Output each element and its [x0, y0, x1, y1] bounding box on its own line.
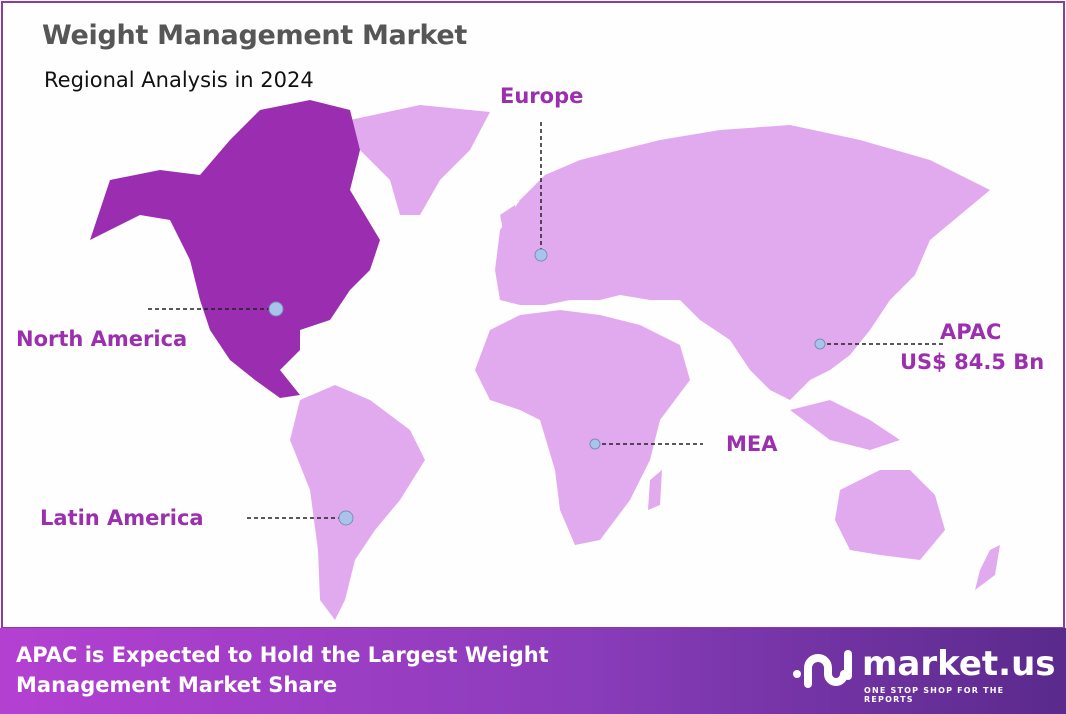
europe-asia — [495, 125, 990, 400]
footer-line-2: Management Market Share — [16, 673, 338, 697]
apac-marker — [814, 338, 826, 350]
market-us-logo: market.us ONE STOP SHOP FOR THE REPORTS — [792, 644, 1056, 704]
footer-banner: APAC is Expected to Hold the Largest Wei… — [0, 628, 1066, 714]
southeast-asia — [790, 400, 900, 450]
north-america-marker — [268, 301, 284, 317]
madagascar — [648, 470, 662, 510]
region-label-apac: APAC — [940, 320, 1002, 344]
logo-name: market.us — [862, 644, 1056, 684]
world-map — [90, 100, 1000, 620]
africa — [475, 310, 690, 545]
footer-line-1: APAC is Expected to Hold the Largest Wei… — [16, 643, 549, 667]
europe-marker — [534, 248, 548, 262]
greenland — [350, 105, 490, 215]
latin-america-marker — [338, 510, 354, 526]
region-label-europe: Europe — [500, 84, 584, 108]
australia — [835, 470, 945, 560]
footer-text: APAC is Expected to Hold the Largest Wei… — [16, 640, 549, 700]
mea-marker — [589, 438, 601, 450]
region-value-apac: US$ 84.5 Bn — [900, 350, 1045, 374]
north-america — [90, 100, 380, 398]
south-america — [290, 385, 425, 620]
new-zealand — [975, 545, 1000, 590]
uk — [500, 205, 520, 240]
logo-tagline: ONE STOP SHOP FOR THE REPORTS — [864, 686, 1005, 704]
region-label-mea: MEA — [726, 432, 778, 456]
page-title: Weight Management Market — [42, 20, 468, 51]
region-label-north-america: North America — [16, 327, 188, 351]
region-label-latin-america: Latin America — [40, 506, 204, 530]
page-subtitle: Regional Analysis in 2024 — [44, 68, 314, 92]
logo-icon — [793, 650, 852, 688]
